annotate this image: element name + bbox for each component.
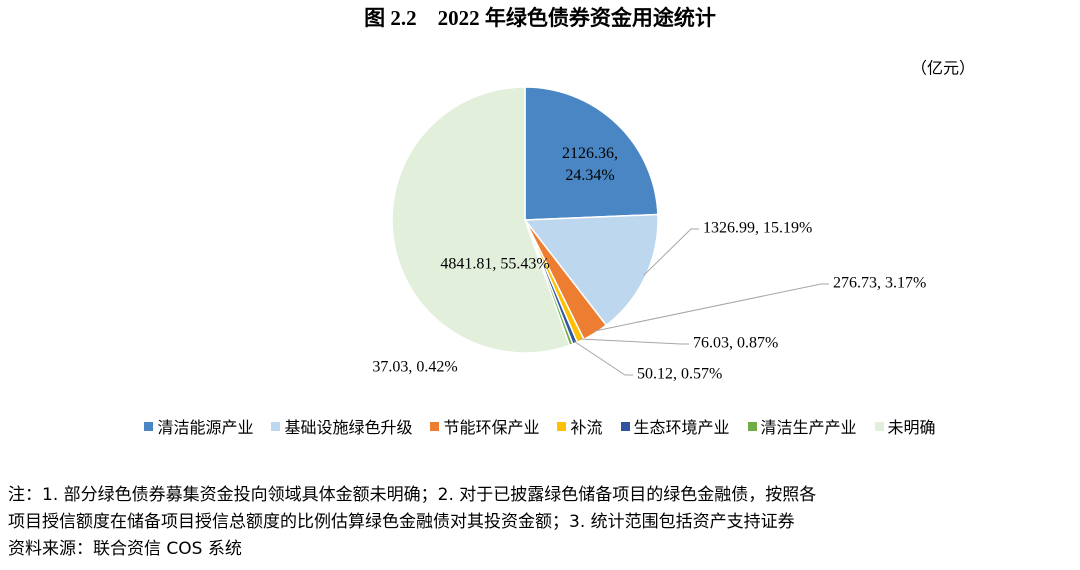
chart: 图 2.2 2022 年绿色债券资金用途统计 （亿元） 2126.36, 24.…	[364, 6, 975, 383]
legend-item: 清洁生产产业	[747, 414, 857, 438]
notes: 注：1. 部分绿色债券募集资金投向领域具体金额未明确；2. 对于已披露绿色储备项…	[8, 482, 816, 563]
leader-line	[579, 338, 689, 345]
data-label: 76.03, 0.87%	[693, 335, 778, 352]
pie-slice	[523, 213, 659, 327]
legend-swatch	[144, 421, 154, 431]
legend-swatch	[747, 421, 757, 431]
unit-label: （亿元）	[911, 60, 975, 78]
leader-line	[574, 340, 633, 376]
data-label: 37.03, 0.42%	[372, 359, 457, 376]
data-label: 50.12, 0.57%	[637, 366, 722, 383]
legend-label: 未明确	[887, 418, 936, 437]
data-label: 2126.36, 24.34%	[562, 145, 618, 184]
pie-slice	[391, 86, 571, 354]
leader-line	[643, 228, 699, 276]
pie-slice	[524, 86, 659, 221]
legend-label: 清洁生产产业	[760, 418, 857, 437]
legend-swatch	[271, 421, 281, 431]
legend-label: 清洁能源产业	[157, 418, 254, 437]
data-label: 4841.81, 55.43%	[440, 256, 549, 273]
legend-item: 清洁能源产业	[144, 414, 253, 438]
legend-item: 生态环境产业	[620, 414, 730, 438]
legend-label: 基础设施绿色升级	[284, 418, 413, 437]
legend-label: 生态环境产业	[633, 418, 730, 437]
legend-swatch	[620, 421, 630, 431]
legend-label: 补流	[570, 418, 603, 437]
note-line: 注：1. 部分绿色债券募集资金投向领域具体金额未明确；2. 对于已披露绿色储备项…	[8, 485, 817, 505]
legend-item: 未明确	[874, 414, 936, 438]
legend-swatch	[557, 421, 567, 431]
data-label: 1326.99, 15.19%	[703, 220, 812, 237]
legend: 清洁能源产业 基础设施绿色升级 节能环保产业 补流 生态环境产业 清洁生产产业 未明确	[0, 414, 1080, 438]
legend-item: 节能环保产业	[430, 414, 539, 438]
legend-swatch	[874, 421, 884, 431]
chart-title: 图 2.2 2022 年绿色债券资金用途统计	[364, 6, 716, 30]
legend-item: 基础设施绿色升级	[271, 414, 412, 438]
leader-line	[594, 283, 829, 332]
note-line: 项目授信额度在储备项目授信总额度的比例估算绿色金融债对其投资金额；3. 统计范围…	[8, 512, 795, 532]
legend-label: 节能环保产业	[443, 418, 540, 437]
note-line: 资料来源：联合资信 COS 系统	[8, 539, 242, 559]
data-label: 2126.36, 24.34%	[562, 145, 618, 184]
data-label: 276.73, 3.17%	[833, 275, 926, 292]
legend-swatch	[430, 421, 440, 431]
legend-item: 补流	[557, 414, 603, 438]
